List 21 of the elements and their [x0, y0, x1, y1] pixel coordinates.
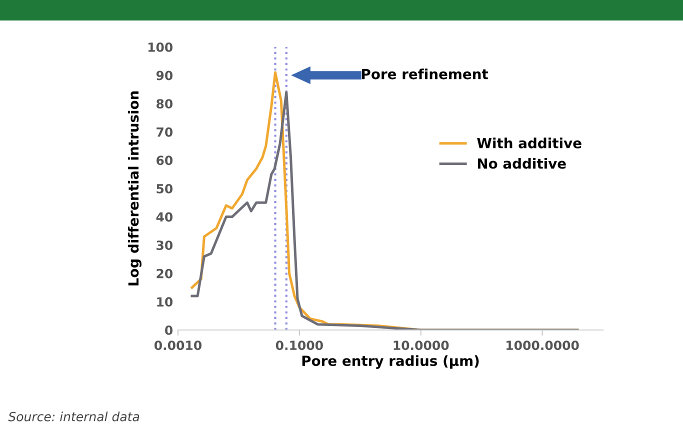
y-tick-label: 50	[156, 184, 173, 194]
x-tick-label: 0.0010	[154, 340, 202, 350]
y-tick-label: 60	[156, 156, 173, 166]
y-tick-label: 30	[156, 240, 173, 250]
y-tick-label: 40	[156, 212, 173, 222]
annotation: Pore refinement	[362, 68, 488, 80]
y-tick-label: 80	[156, 99, 173, 109]
y-tick-label: 100	[148, 42, 173, 52]
legend-label: No additive	[478, 158, 566, 169]
x-tick-label: 1000.0000	[506, 340, 579, 350]
source-note: Source: internal data	[8, 412, 140, 422]
x-tick-label: 0.1000	[276, 340, 323, 350]
legend-label: With additive	[477, 138, 582, 148]
y-tick-label: 20	[156, 268, 173, 278]
x-axis-title: Pore entry radius (µm)	[302, 355, 479, 369]
y-tick-label: 0	[165, 325, 173, 335]
y-tick-label: 90	[156, 70, 173, 80]
y-axis-title: Log differential intrusion	[128, 91, 142, 286]
y-tick-label: 70	[156, 127, 173, 137]
y-tick-label: 10	[157, 297, 173, 307]
x-tick-label: 10.0000	[394, 340, 449, 350]
